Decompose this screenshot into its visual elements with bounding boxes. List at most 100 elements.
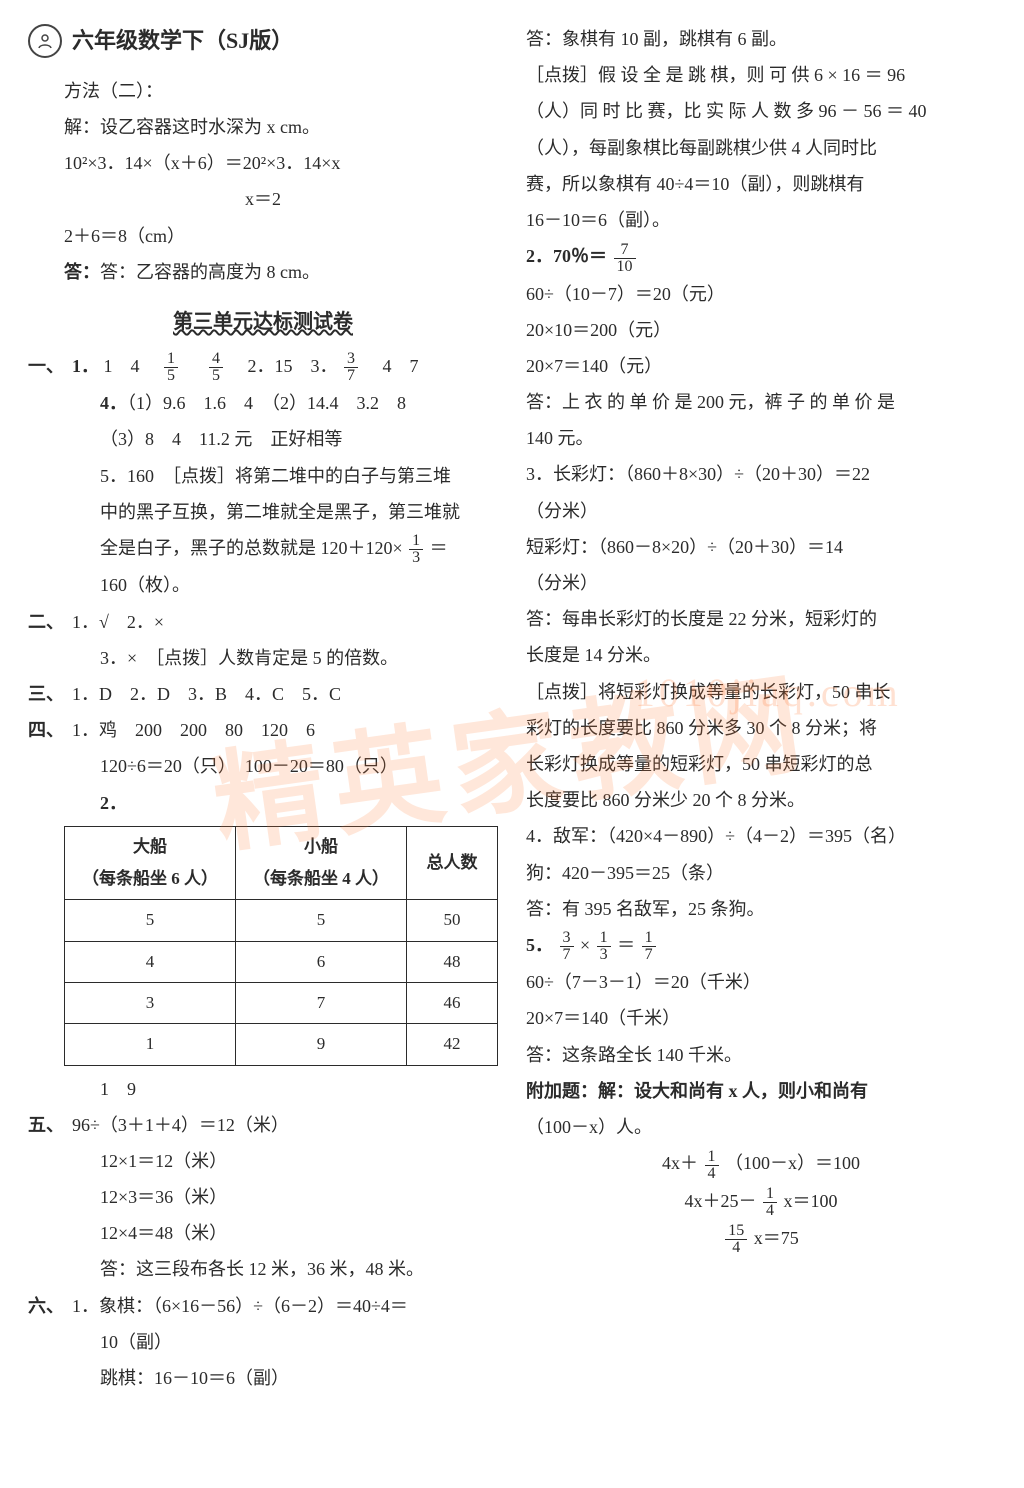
logo-icon [28, 24, 62, 58]
text-line: 跳棋：16－10＝6（副） [28, 1361, 498, 1395]
table-cell: 7 [236, 982, 407, 1023]
page-container: 六年级数学下（SJ版） 方法（二）： 解：设乙容器这时水深为 x cm。 10²… [0, 0, 1024, 1417]
text-line: 答：答：乙容器的高度为 8 cm。 [28, 255, 498, 289]
table-cell: 5 [65, 900, 236, 941]
text-line: 3．× ［点拨］人数肯定是 5 的倍数。 [28, 641, 498, 675]
text-line: 答：这三段布各长 12 米，36 米，48 米。 [28, 1252, 498, 1286]
text-line: 二、 1．√ 2．× [28, 605, 498, 639]
op: × [580, 935, 590, 955]
text-line: 答：每串长彩灯的长度是 22 分米，短彩灯的 [526, 602, 996, 636]
text-line: 1 9 [28, 1072, 498, 1106]
table-header: 总人数 [407, 826, 498, 900]
table-row: 3746 [65, 982, 498, 1023]
table-cell: 46 [407, 982, 498, 1023]
item-num: 1． [72, 356, 99, 376]
text-line: 五、 96÷（3＋1＋4）＝12（米） [28, 1108, 498, 1142]
item-text: ＝ [430, 538, 448, 558]
text-line: （分米） [526, 566, 996, 600]
boat-table: 大船（每条船坐 6 人）小船（每条船坐 4 人）总人数 555046483746… [64, 826, 498, 1066]
text-line: 一、 1． 1 4 15 45 2．15 3． 37 4 7 [28, 349, 498, 384]
item-text: 2．15 3． [230, 356, 338, 376]
text-line: （分米） [526, 494, 996, 528]
table-row: 1942 [65, 1024, 498, 1065]
item-text: 全是白子，黑子的总数就是 120＋120× [100, 538, 403, 558]
text-line: 2＋6＝8（cm） [28, 219, 498, 253]
item-text: 96÷（3＋1＋4）＝12（米） [72, 1108, 498, 1142]
fraction: 45 [209, 351, 223, 384]
table-cell: 5 [236, 900, 407, 941]
text-line: 12×3＝36（米） [28, 1180, 498, 1214]
item-text: 1．D 2．D 3．B 4．C 5．C [72, 677, 498, 711]
table-row: 4648 [65, 941, 498, 982]
text-line: 120÷6＝20（只） 100－20＝80（只） [28, 749, 498, 783]
fraction: 17 [642, 930, 656, 963]
table-cell: 48 [407, 941, 498, 982]
text-line: 答：象棋有 10 副，跳棋有 6 副。 [526, 22, 996, 56]
group-label: 四、 [28, 713, 72, 747]
page-header: 六年级数学下（SJ版） [28, 20, 498, 62]
fraction: 710 [614, 242, 636, 275]
fraction: 14 [705, 1149, 719, 1182]
text-line: 方法（二）： [28, 74, 498, 108]
table-cell: 9 [236, 1024, 407, 1065]
text-line: 10（副） [28, 1325, 498, 1359]
table-cell: 3 [65, 982, 236, 1023]
item-text: 4 7 [365, 356, 419, 376]
fraction: 13 [409, 533, 423, 566]
text-line: 154 x＝75 [526, 1221, 996, 1256]
group-label: 二、 [28, 605, 72, 639]
item-text: 1．象棋：（6×16－56）÷（6－2）＝40÷4＝ [72, 1289, 498, 1323]
text-line: 长彩灯换成等量的短彩灯，50 串短彩灯的总 [526, 747, 996, 781]
item-text: 1．鸡 200 200 80 120 6 [72, 713, 498, 747]
text-line: 12×4＝48（米） [28, 1216, 498, 1250]
answer-text: 答：乙容器的高度为 8 cm。 [100, 262, 320, 282]
text-line: 附加题：解：设大和尚有 x 人，则小和尚有 [526, 1074, 996, 1108]
text-line: 5． 37 × 13 ＝ 17 [526, 928, 996, 963]
group-label: 六、 [28, 1289, 72, 1323]
text-line: 解：设乙容器这时水深为 x cm。 [28, 110, 498, 144]
group-label: 一、 [28, 349, 72, 383]
fraction: 15 [164, 351, 178, 384]
text-line: 16－10＝6（副）。 [526, 203, 996, 237]
text-line: 狗：420－395＝25（条） [526, 856, 996, 890]
text-line: 5．160 ［点拨］将第二堆中的白子与第三堆 [28, 459, 498, 493]
text-line: 答：这条路全长 140 千米。 [526, 1038, 996, 1072]
table-row: 5550 [65, 900, 498, 941]
text-line: 2． [28, 786, 498, 820]
eq-text: x＝100 [784, 1191, 838, 1211]
text-line: 4x＋ 14 （100－x）＝100 [526, 1146, 996, 1181]
text-line: 彩灯的长度要比 860 分米多 30 个 8 分米；将 [526, 711, 996, 745]
text-line: 短彩灯：（860－8×20）÷（20＋30）＝14 [526, 530, 996, 564]
text-line: 长度要比 860 分米少 20 个 8 分米。 [526, 783, 996, 817]
group-label: 五、 [28, 1108, 72, 1142]
table-header: 小船（每条船坐 4 人） [236, 826, 407, 900]
eq-text: 4x＋25－ [685, 1191, 757, 1211]
text-line: （3）8 4 11.2 元 正好相等 [28, 422, 498, 456]
text-line: 3．长彩灯：（860＋8×30）÷（20＋30）＝22 [526, 457, 996, 491]
text-line: 160（枚）。 [28, 568, 498, 602]
text-line: 4．4．（1）9.6 1.6 4 （2）14.4 3.2 8（1）9.6 1.6… [28, 386, 498, 420]
item-text: 5． [526, 935, 553, 955]
text-line: 全是白子，黑子的总数就是 120＋120× 13 ＝ [28, 531, 498, 566]
group-label: 三、 [28, 677, 72, 711]
text-line: 4x＋25－ 14 x＝100 [526, 1184, 996, 1219]
text-line: ［点拨］将短彩灯换成等量的长彩灯，50 串长 [526, 675, 996, 709]
text-line: 四、 1．鸡 200 200 80 120 6 [28, 713, 498, 747]
item-text: 2．70％＝ [526, 246, 607, 266]
text-line: 20×10＝200（元） [526, 313, 996, 347]
text-line: （人）同 时 比 赛，比 实 际 人 数 多 96 － 56 ＝ 40 [526, 94, 996, 128]
table-cell: 6 [236, 941, 407, 982]
section-title: 第三单元达标测试卷 [28, 303, 498, 341]
table-cell: 50 [407, 900, 498, 941]
text-line: （100－x）人。 [526, 1110, 996, 1144]
text-line: 20×7＝140（元） [526, 349, 996, 383]
fraction: 37 [560, 930, 574, 963]
eq-text: （100－x）＝100 [725, 1153, 860, 1173]
table-cell: 1 [65, 1024, 236, 1065]
text-line: 答：上 衣 的 单 价 是 200 元，裤 子 的 单 价 是 [526, 385, 996, 419]
text-line: 三、 1．D 2．D 3．B 4．C 5．C [28, 677, 498, 711]
item-text: 1 4 [104, 356, 158, 376]
text-line: （人），每副象棋比每副跳棋少供 4 人同时比 [526, 131, 996, 165]
left-column: 六年级数学下（SJ版） 方法（二）： 解：设乙容器这时水深为 x cm。 10²… [28, 20, 498, 1397]
table-cell: 4 [65, 941, 236, 982]
